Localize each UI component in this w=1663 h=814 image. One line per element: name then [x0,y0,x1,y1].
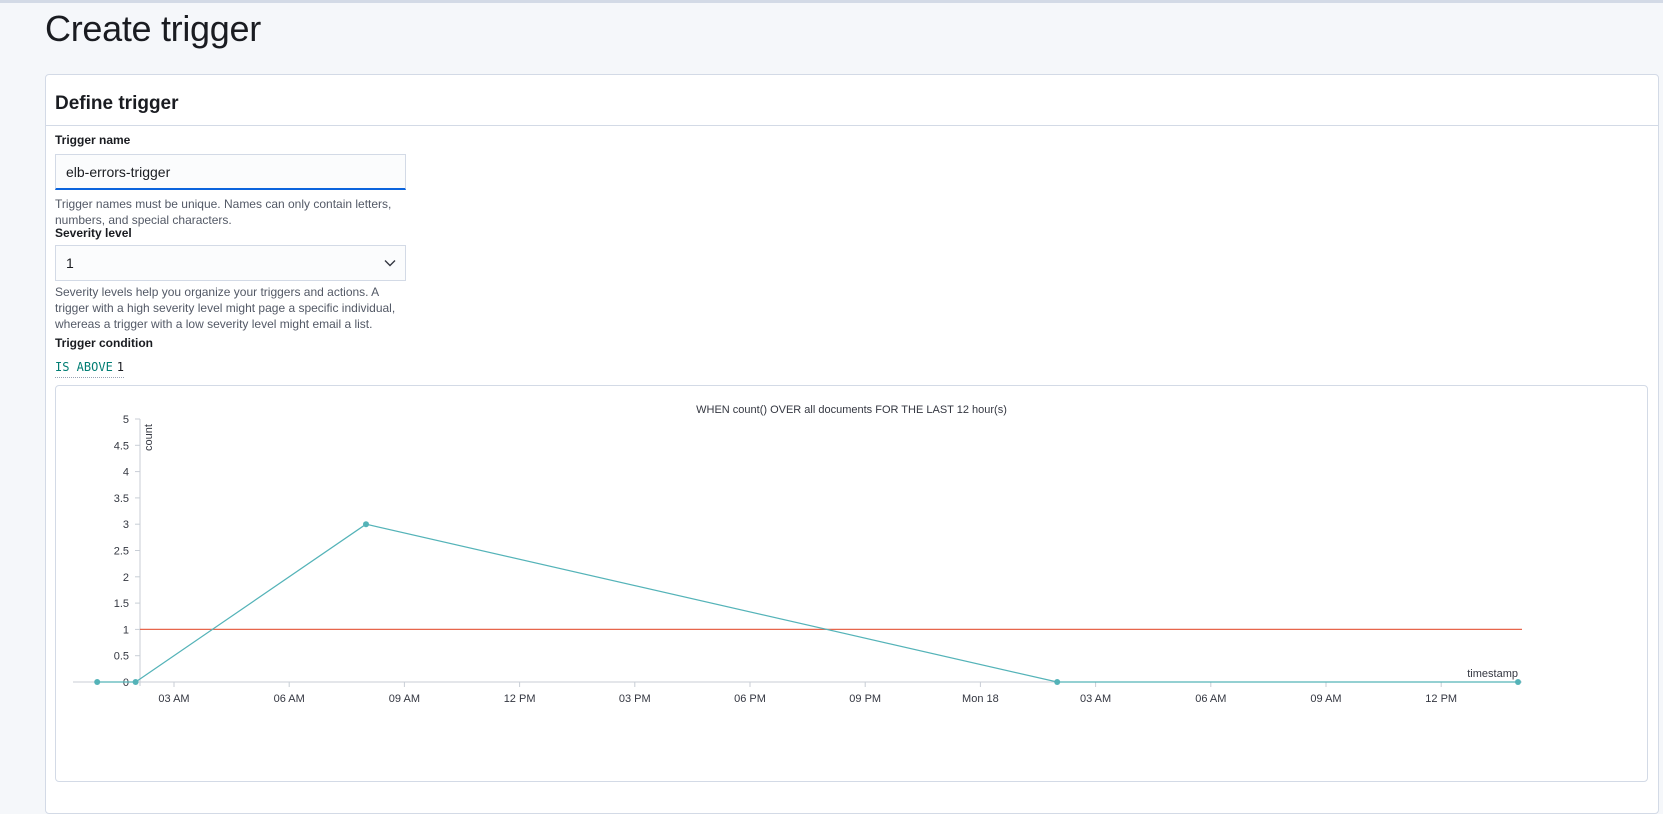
trigger-name-label: Trigger name [55,133,131,147]
x-tick-label: 12 PM [1425,693,1457,705]
y-tick-label: 2.5 [114,546,129,558]
y-tick-label: 2 [123,572,129,584]
x-tick-label: 06 PM [734,693,766,705]
x-axis-label: timestamp [1467,668,1518,680]
x-tick-label: 03 AM [1080,693,1111,705]
y-tick-label: 1 [123,624,129,636]
chevron-down-icon [384,260,396,267]
chart-canvas: 0 0.5 1 1.5 2 2.5 3 3.5 4 4.5 5 03 AM 06 AM 09 AM 12 P… [73,414,1522,705]
top-border [0,0,1663,3]
page-title: Create trigger [45,8,261,49]
severity-level-select[interactable]: 1 [55,245,406,281]
y-tick-label: 3 [123,519,129,531]
severity-level-label: Severity level [55,226,132,240]
data-point [363,521,369,528]
y-tick-label: 4.5 [114,440,129,452]
x-tick-label: Mon 18 [962,693,999,705]
x-tick-label: 09 AM [1310,693,1341,705]
y-tick-label: 4 [123,467,129,479]
severity-level-value: 1 [66,255,74,271]
series-line [97,523,1518,683]
panel-divider [46,125,1658,126]
trigger-name-help: Trigger names must be unique. Names can … [55,197,392,227]
y-axis-label: count [143,424,155,451]
data-point [1054,679,1061,685]
data-point [1515,679,1521,685]
y-tick-label: 3.5 [114,493,129,505]
x-tick-label: 06 AM [274,693,305,705]
define-trigger-panel: Define trigger Trigger name Trigger name… [45,74,1659,814]
trigger-name-input[interactable] [55,154,406,190]
trigger-chart: WHEN count() OVER all documents FOR THE … [55,385,1648,782]
data-point [132,679,139,685]
x-tick-label: 03 PM [619,693,651,705]
y-tick-label: 0 [123,677,129,689]
x-tick-label: 03 AM [158,693,189,705]
condition-value: 1 [116,360,125,374]
data-point [94,679,101,685]
y-tick-label: 1.5 [114,598,129,610]
trigger-condition-label: Trigger condition [55,336,153,350]
condition-operator: IS ABOVE [55,360,113,374]
x-tick-label: 06 AM [1195,693,1226,705]
panel-title: Define trigger [55,93,179,114]
x-tick-label: 09 AM [389,693,420,705]
y-tick-label: 5 [123,414,129,426]
chart-title: WHEN count() OVER all documents FOR THE … [696,404,1007,416]
trigger-condition-expression[interactable]: IS ABOVE 1 [55,360,125,378]
x-tick-label: 12 PM [504,693,536,705]
x-tick-label: 09 PM [849,693,881,705]
y-tick-label: 0.5 [114,651,129,663]
severity-level-help: Severity levels help you organize your t… [55,285,396,331]
